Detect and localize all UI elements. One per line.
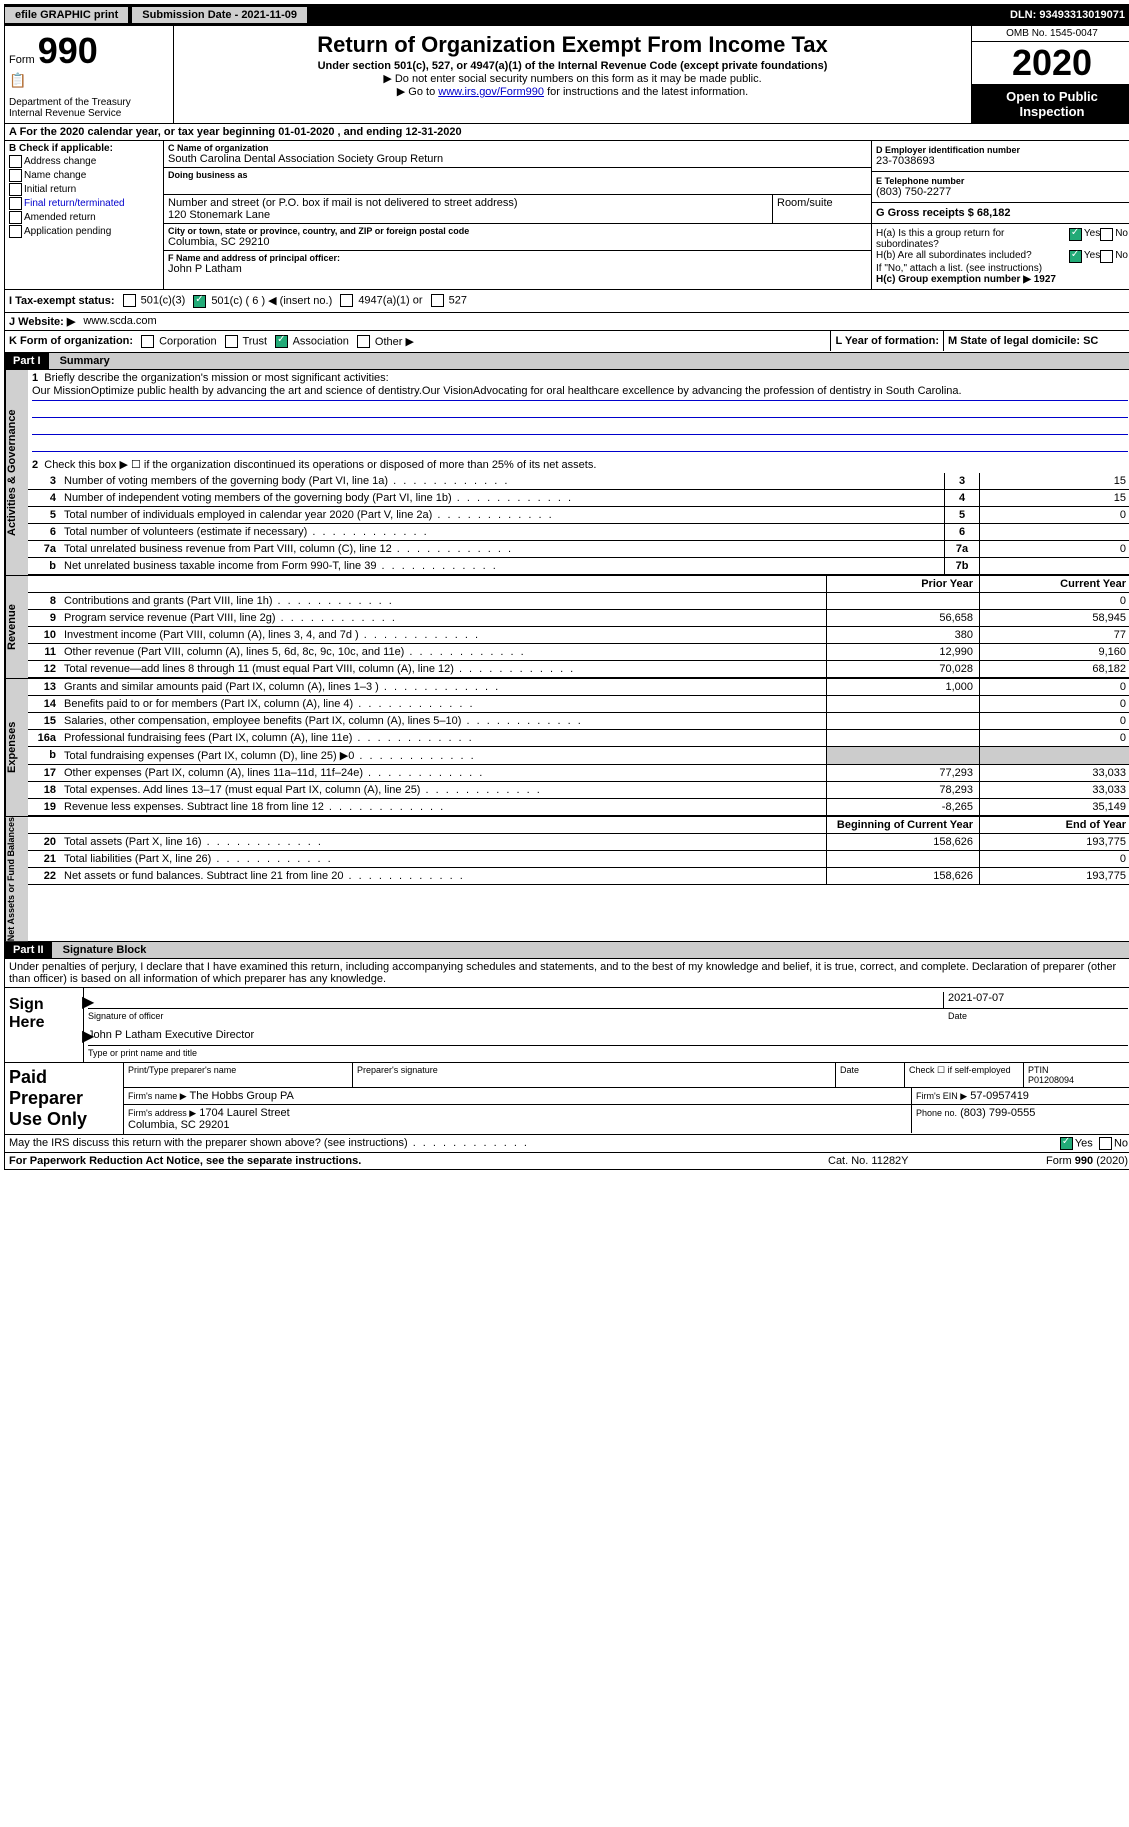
exp-side-label: Expenses [5,679,28,816]
form-subtitle: Under section 501(c), 527, or 4947(a)(1)… [178,60,967,72]
mission-text: Our MissionOptimize public health by adv… [32,384,1128,401]
expenses-section: Expenses 13Grants and similar amounts pa… [4,679,1129,817]
org-street: 120 Stonemark Lane [168,209,768,221]
summary-line: 11Other revenue (Part VIII, column (A), … [28,644,1129,661]
col-d-info: D Employer identification number 23-7038… [871,141,1129,289]
h-section: H(a) Is this a group return for subordin… [872,224,1129,289]
summary-line: 19Revenue less expenses. Subtract line 1… [28,799,1129,816]
summary-line: 14Benefits paid to or for members (Part … [28,696,1129,713]
form-prefix: Form [9,54,35,66]
form-of-org-row: K Form of organization: Corporation Trus… [4,331,1129,354]
omb-number: OMB No. 1545-0047 [972,26,1129,42]
summary-line: 22Net assets or fund balances. Subtract … [28,868,1129,885]
summary-line: 17Other expenses (Part IX, column (A), l… [28,765,1129,782]
principal-officer: John P Latham [168,263,867,275]
summary-line: 16aProfessional fundraising fees (Part I… [28,730,1129,747]
summary-line: 5Total number of individuals employed in… [28,507,1129,524]
summary-line: 10Investment income (Part VIII, column (… [28,627,1129,644]
website-row: J Website: ▶ www.scda.com [4,313,1129,331]
note-ssn: ▶ Do not enter social security numbers o… [178,72,967,85]
revenue-section: Revenue Prior Year Current Year 8Contrib… [4,576,1129,679]
row-a-period: A For the 2020 calendar year, or tax yea… [4,124,1129,141]
page-footer: For Paperwork Reduction Act Notice, see … [4,1153,1129,1170]
form-header: Form 990 📋 Department of the Treasury In… [4,26,1129,124]
summary-line: 4Number of independent voting members of… [28,490,1129,507]
summary-line: 15Salaries, other compensation, employee… [28,713,1129,730]
summary-line: 13Grants and similar amounts paid (Part … [28,679,1129,696]
tax-year: 2020 [972,42,1129,85]
gov-side-label: Activities & Governance [5,370,28,575]
org-name: South Carolina Dental Association Societ… [168,153,867,165]
summary-line: 7aTotal unrelated business revenue from … [28,541,1129,558]
efile-button[interactable]: efile GRAPHIC print [4,6,129,24]
submission-date: Submission Date - 2021-11-09 [131,6,308,24]
phone: (803) 750-2277 [876,186,1128,198]
col-b-checkboxes: B Check if applicable: Address change Na… [5,141,164,289]
summary-line: 21Total liabilities (Part X, line 26)0 [28,851,1129,868]
form-number: 990 [38,30,98,71]
net-section: Net Assets or Fund Balances Beginning of… [4,817,1129,942]
summary-line: 18Total expenses. Add lines 13–17 (must … [28,782,1129,799]
part1-header: Part I Summary [4,353,1129,370]
discuss-row: May the IRS discuss this return with the… [5,1134,1129,1152]
net-side-label: Net Assets or Fund Balances [5,817,28,941]
gross-receipts: G Gross receipts $ 68,182 [872,203,1129,224]
summary-line: 6Total number of volunteers (estimate if… [28,524,1129,541]
tax-exempt-row: I Tax-exempt status: 501(c)(3) 501(c) ( … [4,290,1129,313]
irs-link[interactable]: www.irs.gov/Form990 [438,86,544,98]
gov-section: Activities & Governance 1 Briefly descri… [4,370,1129,576]
inspection-label: Open to Public Inspection [972,85,1129,123]
dln-label: DLN: 93493313019071 [1010,9,1129,21]
col-c-org: C Name of organization South Carolina De… [164,141,871,289]
summary-line: bTotal fundraising expenses (Part IX, co… [28,747,1129,765]
summary-line: 9Program service revenue (Part VIII, lin… [28,610,1129,627]
summary-line: 3Number of voting members of the governi… [28,473,1129,490]
summary-line: 12Total revenue—add lines 8 through 11 (… [28,661,1129,678]
form-title: Return of Organization Exempt From Incom… [178,32,967,58]
top-bar: efile GRAPHIC print Submission Date - 20… [4,4,1129,26]
rev-side-label: Revenue [5,576,28,678]
summary-line: bNet unrelated business taxable income f… [28,558,1129,575]
summary-line: 8Contributions and grants (Part VIII, li… [28,593,1129,610]
org-city: Columbia, SC 29210 [168,236,867,248]
paid-preparer: Paid Preparer Use Only Print/Type prepar… [5,1062,1129,1134]
summary-line: 20Total assets (Part X, line 16)158,6261… [28,834,1129,851]
note-link: ▶ Go to www.irs.gov/Form990 for instruct… [178,85,967,98]
ein: 23-7038693 [876,155,1128,167]
department-label: Department of the Treasury Internal Reve… [9,97,169,119]
main-info-grid: B Check if applicable: Address change Na… [4,141,1129,290]
website-value: www.scda.com [79,313,160,329]
penalty-text: Under penalties of perjury, I declare th… [5,959,1129,987]
part2-header: Part II Signature Block [4,942,1129,959]
signature-block: Under penalties of perjury, I declare th… [4,959,1129,1153]
sign-here-label: Sign Here [5,988,84,1062]
